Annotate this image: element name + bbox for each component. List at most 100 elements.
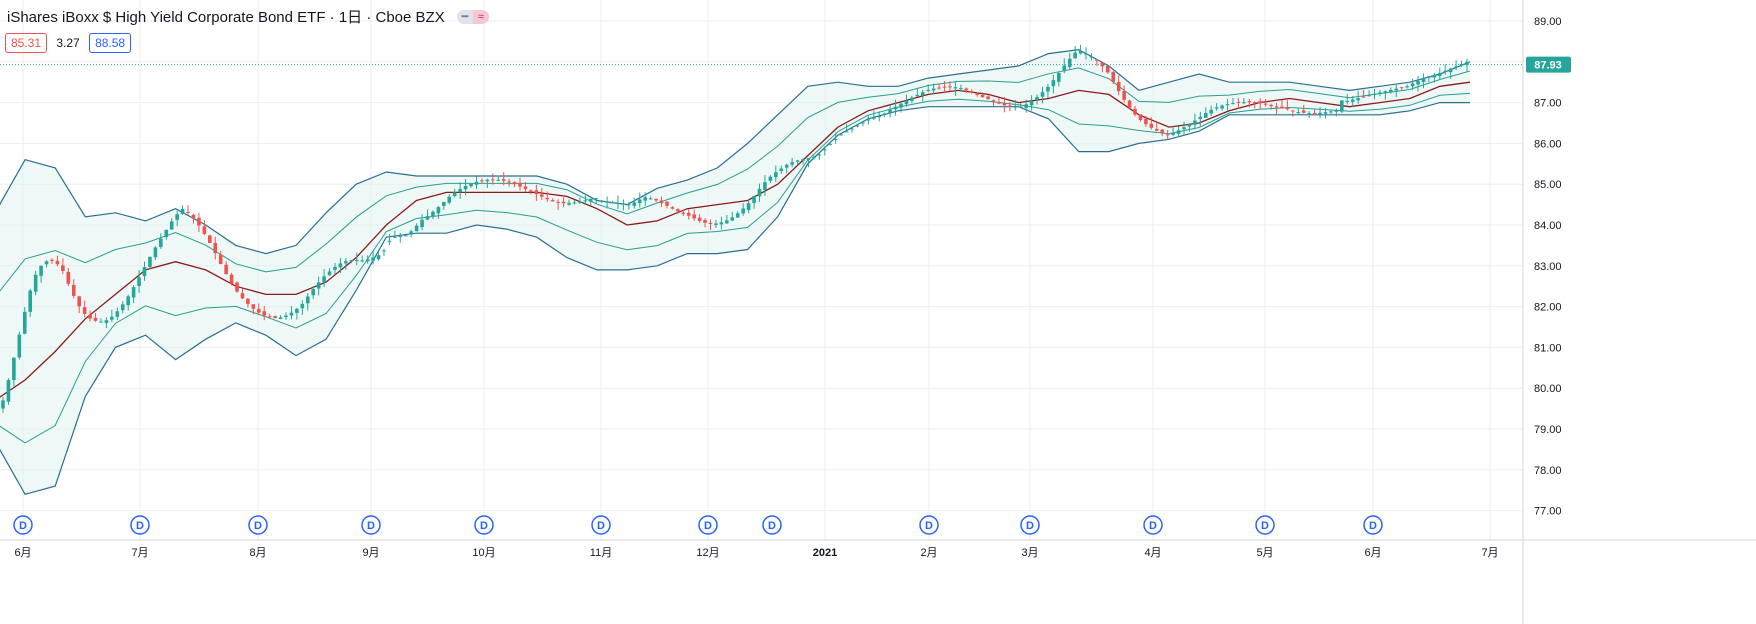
candle[interactable]: [44, 260, 49, 268]
candle[interactable]: [572, 200, 577, 205]
candle[interactable]: [148, 256, 152, 270]
candle[interactable]: [1269, 103, 1273, 110]
candle[interactable]: [1291, 110, 1295, 117]
candle[interactable]: [240, 288, 245, 300]
candle[interactable]: [436, 206, 441, 219]
candle[interactable]: [469, 182, 473, 188]
candle[interactable]: [137, 270, 141, 293]
candle[interactable]: [1345, 93, 1350, 105]
candle[interactable]: [273, 315, 277, 319]
candle[interactable]: [180, 205, 185, 215]
candle[interactable]: [980, 92, 985, 98]
candle[interactable]: [1062, 58, 1067, 74]
candle[interactable]: [1252, 101, 1257, 109]
candle[interactable]: [409, 229, 413, 238]
candle[interactable]: [28, 288, 33, 317]
candle[interactable]: [730, 211, 735, 222]
candle[interactable]: [1182, 121, 1186, 136]
candle[interactable]: [153, 245, 158, 261]
candle[interactable]: [1193, 113, 1197, 130]
candle[interactable]: [1372, 88, 1377, 100]
candle[interactable]: [110, 309, 114, 323]
candle[interactable]: [55, 255, 60, 267]
candle[interactable]: [120, 300, 125, 314]
candle[interactable]: [899, 102, 903, 113]
candle[interactable]: [262, 305, 267, 321]
candle[interactable]: [545, 191, 550, 202]
candle[interactable]: [338, 257, 343, 274]
candle[interactable]: [12, 357, 16, 387]
candle[interactable]: [703, 218, 707, 228]
candle[interactable]: [398, 232, 403, 243]
candle[interactable]: [714, 219, 718, 228]
candle[interactable]: [1149, 117, 1154, 130]
candle[interactable]: [169, 218, 174, 231]
candle[interactable]: [1236, 98, 1241, 109]
candle[interactable]: [605, 196, 609, 209]
candle[interactable]: [806, 158, 811, 168]
candle[interactable]: [267, 313, 272, 318]
candle[interactable]: [627, 202, 631, 210]
candle[interactable]: [1203, 107, 1208, 119]
candle[interactable]: [774, 165, 778, 183]
candle[interactable]: [1089, 53, 1094, 61]
candle[interactable]: [142, 261, 147, 281]
candle[interactable]: [17, 331, 22, 360]
candle[interactable]: [191, 213, 196, 224]
candle[interactable]: [316, 276, 321, 296]
candle[interactable]: [632, 197, 637, 209]
candle[interactable]: [686, 209, 691, 220]
candle[interactable]: [61, 258, 65, 275]
candle[interactable]: [948, 81, 952, 92]
candle[interactable]: [186, 205, 190, 215]
candle[interactable]: [1127, 99, 1132, 109]
candle[interactable]: [975, 92, 979, 97]
candle[interactable]: [1073, 45, 1077, 59]
candle[interactable]: [752, 195, 756, 209]
indicator-toggle[interactable]: ━ ≈: [456, 8, 489, 25]
dividend-marker[interactable]: D: [698, 515, 718, 535]
candle[interactable]: [393, 230, 397, 239]
candle[interactable]: [578, 197, 582, 204]
approx-icon[interactable]: ≈: [472, 10, 489, 25]
candle[interactable]: [164, 229, 169, 240]
candle[interactable]: [757, 183, 762, 202]
candle[interactable]: [208, 234, 212, 244]
candle[interactable]: [882, 112, 887, 118]
candle[interactable]: [1, 396, 5, 413]
candle[interactable]: [213, 236, 218, 260]
candle[interactable]: [1367, 90, 1371, 97]
candle[interactable]: [371, 250, 375, 265]
candle[interactable]: [567, 199, 571, 206]
candle[interactable]: [1002, 97, 1007, 113]
candle[interactable]: [365, 255, 370, 264]
candle[interactable]: [175, 210, 179, 227]
candle[interactable]: [447, 194, 452, 205]
candle[interactable]: [501, 172, 506, 186]
candle[interactable]: [741, 203, 745, 216]
candle[interactable]: [1361, 89, 1366, 98]
candle[interactable]: [1029, 95, 1034, 111]
candle[interactable]: [159, 233, 163, 249]
candle[interactable]: [50, 258, 54, 264]
candle[interactable]: [1160, 129, 1165, 137]
candle[interactable]: [594, 198, 599, 204]
line-style-icon[interactable]: ━: [456, 10, 473, 25]
candle[interactable]: [1046, 83, 1050, 98]
candle[interactable]: [801, 158, 805, 165]
dividend-marker[interactable]: D: [1363, 515, 1383, 535]
candle[interactable]: [66, 267, 71, 287]
dividend-marker[interactable]: D: [1020, 515, 1040, 535]
candle[interactable]: [1100, 61, 1105, 73]
candle[interactable]: [1067, 52, 1072, 70]
candle[interactable]: [246, 297, 250, 308]
symbol-title[interactable]: iShares iBoxx $ High Yield Corporate Bon…: [7, 9, 445, 26]
candle[interactable]: [779, 165, 784, 174]
candle[interactable]: [621, 199, 626, 211]
price-axis[interactable]: 77.00 78.00 79.00 80.00 81.00 82.00 83.00 84.00…: [1534, 16, 1562, 518]
candle[interactable]: [561, 197, 566, 208]
candle[interactable]: [861, 121, 865, 127]
candle[interactable]: [784, 163, 789, 174]
candle[interactable]: [746, 199, 751, 214]
